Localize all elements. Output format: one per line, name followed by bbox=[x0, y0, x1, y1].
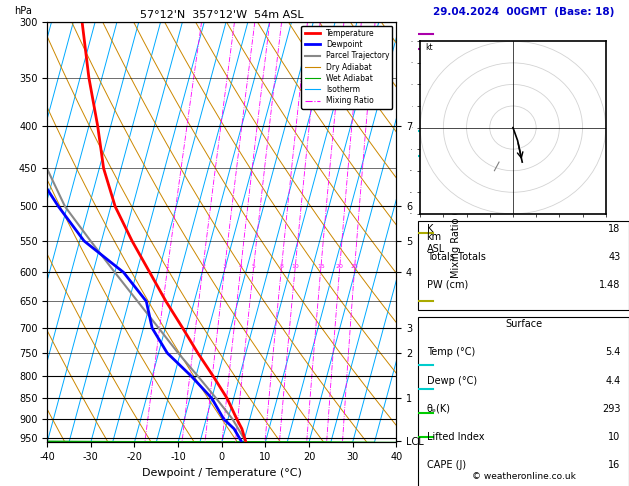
Text: 15: 15 bbox=[317, 264, 325, 269]
Text: 1: 1 bbox=[166, 264, 170, 269]
Text: 20: 20 bbox=[336, 264, 344, 269]
Text: Temp (°C): Temp (°C) bbox=[426, 347, 475, 358]
Text: CAPE (J): CAPE (J) bbox=[426, 460, 466, 470]
Text: θₑ(K): θₑ(K) bbox=[426, 404, 451, 414]
Text: 4.4: 4.4 bbox=[605, 376, 621, 386]
Text: kt: kt bbox=[425, 43, 432, 52]
Text: 8: 8 bbox=[280, 264, 284, 269]
Legend: Temperature, Dewpoint, Parcel Trajectory, Dry Adiabat, Wet Adiabat, Isotherm, Mi: Temperature, Dewpoint, Parcel Trajectory… bbox=[301, 26, 392, 108]
Text: Mixing Ratio (g/kg): Mixing Ratio (g/kg) bbox=[450, 186, 460, 278]
Text: 4: 4 bbox=[239, 264, 243, 269]
Text: 25: 25 bbox=[351, 264, 359, 269]
Text: 5.4: 5.4 bbox=[605, 347, 621, 358]
Title: 57°12'N  357°12'W  54m ASL: 57°12'N 357°12'W 54m ASL bbox=[140, 10, 304, 20]
Text: © weatheronline.co.uk: © weatheronline.co.uk bbox=[472, 472, 576, 481]
Text: 5: 5 bbox=[252, 264, 255, 269]
Bar bbox=[418, 317, 629, 486]
X-axis label: Dewpoint / Temperature (°C): Dewpoint / Temperature (°C) bbox=[142, 468, 302, 478]
Text: 29.04.2024  00GMT  (Base: 18): 29.04.2024 00GMT (Base: 18) bbox=[433, 7, 615, 17]
Text: Surface: Surface bbox=[505, 319, 542, 330]
Text: 43: 43 bbox=[608, 252, 621, 262]
Text: 18: 18 bbox=[608, 224, 621, 234]
Text: Totals Totals: Totals Totals bbox=[426, 252, 486, 262]
Text: 16: 16 bbox=[608, 460, 621, 470]
Text: PW (cm): PW (cm) bbox=[426, 280, 468, 290]
Text: 10: 10 bbox=[291, 264, 299, 269]
Text: Lifted Index: Lifted Index bbox=[426, 432, 484, 442]
Text: K: K bbox=[426, 224, 433, 234]
Text: Dewp (°C): Dewp (°C) bbox=[426, 376, 477, 386]
Y-axis label: km
ASL: km ASL bbox=[426, 232, 445, 254]
Text: 3: 3 bbox=[223, 264, 227, 269]
Text: 2: 2 bbox=[201, 264, 205, 269]
Bar bbox=[418, 221, 629, 310]
Text: hPa: hPa bbox=[14, 5, 32, 16]
Text: 1.48: 1.48 bbox=[599, 280, 621, 290]
Text: 10: 10 bbox=[608, 432, 621, 442]
Text: 293: 293 bbox=[602, 404, 621, 414]
